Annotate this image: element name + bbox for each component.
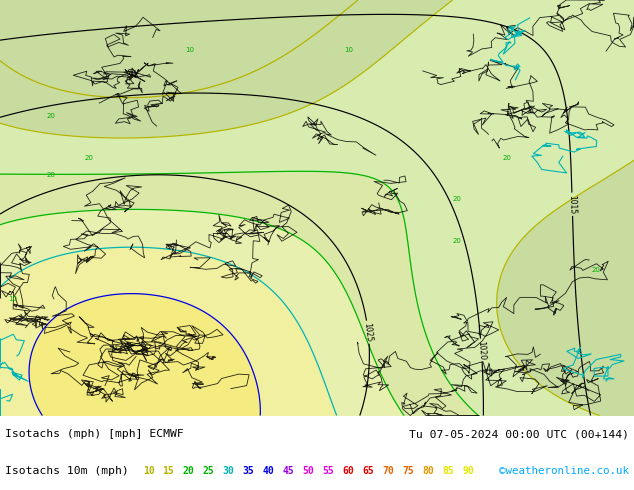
Text: 50: 50	[302, 466, 314, 476]
Text: 10: 10	[186, 47, 195, 53]
Text: 20: 20	[46, 172, 55, 177]
Text: 10: 10	[8, 296, 17, 302]
Text: 20: 20	[46, 113, 55, 120]
Text: 90: 90	[462, 466, 474, 476]
Text: 20: 20	[503, 155, 512, 161]
Text: 75: 75	[402, 466, 414, 476]
Text: 10: 10	[143, 466, 155, 476]
Text: 40: 40	[262, 466, 275, 476]
Text: 20: 20	[452, 196, 461, 202]
Text: 15: 15	[162, 466, 174, 476]
Text: Tu 07-05-2024 00:00 UTC (00+144): Tu 07-05-2024 00:00 UTC (00+144)	[409, 429, 629, 439]
Text: 60: 60	[342, 466, 354, 476]
Text: 20: 20	[183, 466, 195, 476]
Text: 55: 55	[322, 466, 334, 476]
Text: Isotachs (mph) [mph] ECMWF: Isotachs (mph) [mph] ECMWF	[5, 429, 184, 439]
Text: 20: 20	[452, 238, 461, 244]
Text: 1025: 1025	[363, 322, 373, 342]
Text: 25: 25	[203, 466, 214, 476]
Text: 85: 85	[443, 466, 454, 476]
Text: 65: 65	[363, 466, 374, 476]
Text: 30: 30	[223, 466, 235, 476]
Text: ©weatheronline.co.uk: ©weatheronline.co.uk	[499, 466, 629, 476]
Text: 80: 80	[422, 466, 434, 476]
Text: 1015: 1015	[567, 195, 577, 214]
Text: 10: 10	[344, 47, 353, 53]
Text: 1020: 1020	[476, 340, 486, 360]
Text: 70: 70	[382, 466, 394, 476]
Text: 20: 20	[84, 155, 93, 161]
Text: 20: 20	[592, 267, 600, 273]
Text: Isotachs 10m (mph): Isotachs 10m (mph)	[5, 466, 129, 476]
Text: 35: 35	[242, 466, 254, 476]
Text: 45: 45	[283, 466, 294, 476]
